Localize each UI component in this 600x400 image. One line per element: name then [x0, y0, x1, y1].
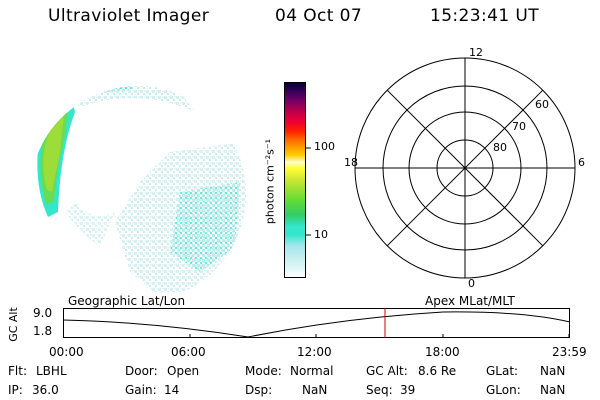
polar-lat-60: 60 — [535, 98, 549, 111]
dsp-label: Dsp: — [245, 383, 273, 397]
polar-lat-80: 80 — [493, 141, 507, 154]
mode-label: Mode: — [245, 364, 282, 378]
time-label: 15:23:41 UT — [430, 6, 539, 26]
timeline-xtick-2359: 23:59 — [552, 345, 587, 359]
gain-label: Gain: — [125, 383, 157, 397]
instrument-title: Ultraviolet Imager — [48, 6, 210, 26]
filter-value: LBHL — [36, 364, 67, 378]
ip-label: IP: — [8, 383, 23, 397]
gain-value: 14 — [164, 383, 180, 397]
polar-label-6: 6 — [578, 156, 585, 169]
timeline-xtick-1800: 18:00 — [425, 345, 460, 359]
gc-alt-axis-title: GC Alt — [6, 307, 20, 342]
seq-value: 39 — [400, 383, 416, 397]
date-label: 04 Oct 07 — [275, 6, 363, 26]
polar-lat-70: 70 — [512, 120, 526, 133]
timeline-left-title: Geographic Lat/Lon — [68, 294, 186, 308]
timeline-curve — [63, 308, 570, 338]
dsp-value: NaN — [302, 383, 328, 397]
glat-value: NaN — [540, 364, 566, 378]
auroral-image — [37, 86, 246, 292]
polar-label-0: 0 — [468, 277, 475, 290]
colorbar-unit-label: photon cm⁻²s⁻¹ — [263, 138, 277, 225]
timeline-xtick-0000: 00:00 — [49, 345, 84, 359]
timeline-right-title: Apex MLat/MLT — [425, 294, 515, 308]
polar-label-12: 12 — [469, 46, 483, 59]
colorbar-tick-10: 10 — [314, 228, 328, 241]
door-label: Door: — [125, 364, 158, 378]
gc-alt-info-label: GC Alt: — [366, 364, 408, 378]
timeline-xtick-1200: 12:00 — [297, 345, 332, 359]
colorbar-ticks — [306, 147, 311, 236]
mode-value: Normal — [290, 364, 334, 378]
timeline-ytick-low: 1.8 — [33, 324, 53, 338]
colorbar-tick-100: 100 — [314, 140, 335, 153]
glon-value: NaN — [540, 383, 566, 397]
seq-label: Seq: — [366, 383, 393, 397]
ip-value: 36.0 — [32, 383, 59, 397]
gc-alt-info-value: 8.6 Re — [418, 364, 457, 378]
timeline-xtick-0600: 06:00 — [171, 345, 206, 359]
glon-label: GLon: — [486, 383, 521, 397]
filter-label: Flt: — [8, 364, 27, 378]
door-value: Open — [167, 364, 200, 378]
glat-label: GLat: — [486, 364, 519, 378]
colorbar — [284, 82, 306, 278]
polar-grid — [354, 57, 576, 279]
polar-label-18: 18 — [344, 156, 358, 169]
timeline-ytick-high: 9.0 — [33, 306, 53, 320]
